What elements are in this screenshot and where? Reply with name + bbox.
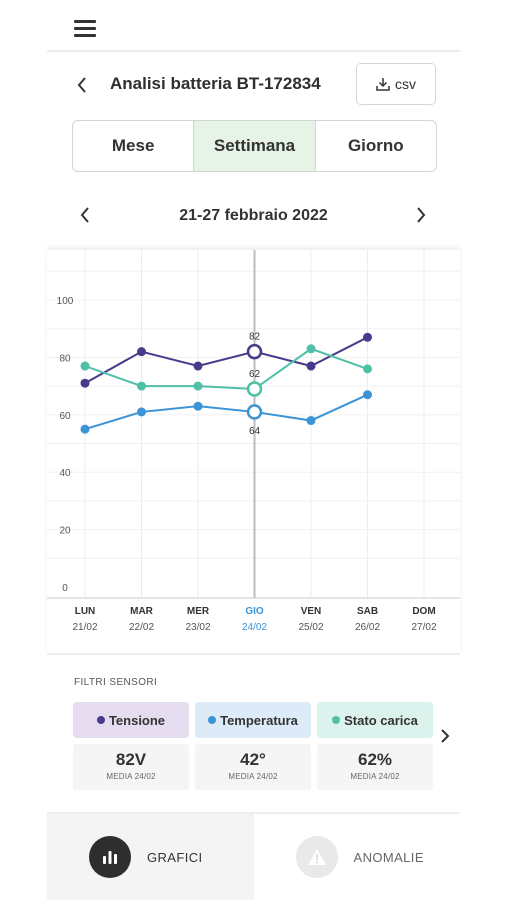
filter-chip-tensione[interactable]: Tensione xyxy=(73,702,189,738)
data-point xyxy=(137,407,146,417)
y-tick-label: 80 xyxy=(59,353,71,364)
stat-sub: MEDIA 24/02 xyxy=(106,772,156,781)
data-point xyxy=(306,361,316,371)
x-tick-date: 22/02 xyxy=(129,622,154,633)
filter-chip-label: Temperatura xyxy=(220,712,298,728)
header-divider xyxy=(47,50,460,52)
tab-anomalie[interactable]: ANOMALIE xyxy=(254,814,461,900)
series-line-stato-carica xyxy=(84,347,368,390)
data-point xyxy=(193,361,203,371)
chevron-right-icon xyxy=(441,729,450,743)
period-month[interactable]: Mese xyxy=(111,136,155,155)
data-point xyxy=(80,424,90,434)
data-point-selected xyxy=(246,343,263,360)
chart-divider xyxy=(47,653,460,655)
data-point xyxy=(363,332,372,342)
data-point xyxy=(137,347,146,357)
page-title: Analisi batteria BT-172834 xyxy=(110,74,321,93)
period-selector: Mese Settimana Giorno xyxy=(72,120,437,172)
data-point xyxy=(306,344,316,354)
tensione-dot xyxy=(96,716,105,724)
stat-value: 82V xyxy=(115,750,147,769)
y-tick-label: 0 xyxy=(62,583,68,594)
stat-value: 42° xyxy=(240,750,266,769)
data-label: 62 xyxy=(249,369,261,380)
data-point xyxy=(193,381,203,391)
stat-sub: MEDIA 24/02 xyxy=(228,772,278,781)
y-tick-label: 40 xyxy=(59,468,71,479)
data-point xyxy=(80,378,90,388)
data-point xyxy=(137,381,146,391)
data-label: 82 xyxy=(249,332,261,343)
data-point xyxy=(306,416,316,426)
menu-button[interactable] xyxy=(74,20,96,38)
bar-chart-icon xyxy=(89,836,131,878)
y-tick-label: 60 xyxy=(59,411,71,422)
x-tick-label: GIO xyxy=(245,606,264,617)
date-range: 21-27 febbraio 2022 xyxy=(179,207,328,224)
chevron-left-icon xyxy=(80,207,89,223)
battery-chart: 0 20 40 60 80 100 LUN 21/02 MAR 22/02 MER 23/02 GIO 2… xyxy=(47,250,460,654)
filter-chip-stato-carica[interactable]: Stato carica xyxy=(317,702,433,738)
back-chevron-icon xyxy=(77,77,86,93)
x-tick-label: MER xyxy=(187,606,210,617)
data-point xyxy=(80,361,90,371)
series-line-temperatura xyxy=(84,393,368,431)
filter-chip-label: Stato carica xyxy=(344,712,418,728)
tab-label: ANOMALIE xyxy=(353,849,424,865)
data-point-selected xyxy=(246,381,263,397)
csv-export-button[interactable]: csv xyxy=(356,63,436,105)
data-label: 64 xyxy=(249,426,261,437)
download-icon xyxy=(376,78,390,91)
filter-chip-temperatura[interactable]: Temperatura xyxy=(195,702,311,738)
filters-title: FILTRI SENSORI xyxy=(74,677,158,688)
bottom-tab-bar: GRAFICI ANOMALIE xyxy=(47,812,460,900)
menu-icon xyxy=(74,20,96,23)
period-week[interactable]: Settimana xyxy=(193,121,315,171)
x-tick-label: VEN xyxy=(301,606,322,617)
period-day[interactable]: Giorno xyxy=(314,121,436,171)
next-week-button[interactable] xyxy=(410,202,432,228)
temperatura-dot xyxy=(208,716,217,724)
x-tick-label: SAB xyxy=(357,606,378,617)
data-point xyxy=(193,401,203,411)
series-line-tensione xyxy=(84,336,368,385)
x-tick-date: 23/02 xyxy=(185,622,210,633)
tab-grafici[interactable]: GRAFICI xyxy=(47,814,254,900)
x-tick-date: 27/02 xyxy=(411,622,436,633)
x-tick-date: 26/02 xyxy=(355,622,380,633)
y-tick-label: 100 xyxy=(57,296,74,307)
warning-icon xyxy=(295,836,338,878)
data-point-selected xyxy=(246,404,263,420)
x-tick-label: DOM xyxy=(412,606,435,617)
x-tick-date: 25/02 xyxy=(298,622,323,633)
back-button[interactable] xyxy=(72,72,92,98)
filter-chip-label: Tensione xyxy=(108,712,166,728)
data-point xyxy=(363,390,372,400)
stat-sub: MEDIA 24/02 xyxy=(350,772,400,781)
chevron-right-icon xyxy=(417,207,426,223)
tab-label: GRAFICI xyxy=(147,849,203,865)
x-tick-date: 21/02 xyxy=(72,622,97,633)
csv-label: csv xyxy=(395,76,416,92)
x-tick-label: LUN xyxy=(75,606,96,617)
data-point xyxy=(363,364,372,374)
y-tick-label: 20 xyxy=(59,526,71,537)
stat-tensione: 82V MEDIA 24/02 xyxy=(73,744,189,790)
stat-value: 62% xyxy=(357,750,393,769)
x-tick-label: MAR xyxy=(130,606,154,617)
stat-stato-carica: 62% MEDIA 24/02 xyxy=(317,744,433,790)
stat-temperatura: 42° MEDIA 24/02 xyxy=(195,744,311,790)
filters-next-button[interactable] xyxy=(436,724,454,748)
x-tick-date: 24/02 xyxy=(242,622,267,633)
stato-carica-dot xyxy=(332,716,341,724)
line-chart[interactable]: 0 20 40 60 80 100 LUN 21/02 MAR 22/02 MER 23/02 GIO 2… xyxy=(47,250,460,654)
previous-week-button[interactable] xyxy=(74,202,96,228)
